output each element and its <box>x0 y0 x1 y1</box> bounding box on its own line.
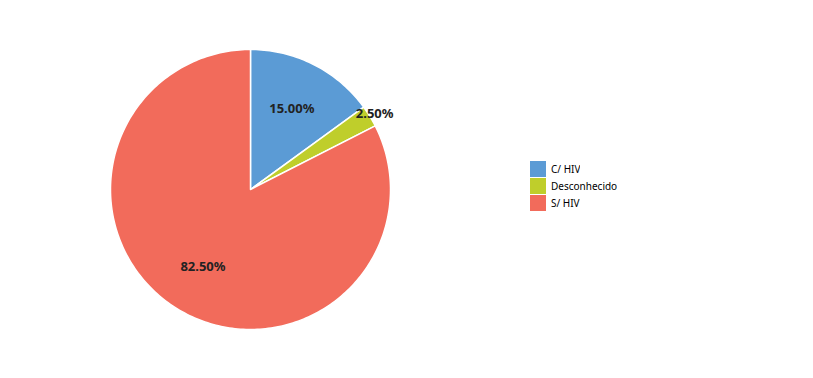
html-text:C/ HIV: C/ HIV <box>551 162 581 176</box>
svg-text:82.50%: 82.50% <box>180 257 225 275</box>
html-text:S/ HIV: S/ HIV <box>551 196 580 210</box>
svg-text:2.50%: 2.50% <box>356 104 394 122</box>
svg-text:15.00%: 15.00% <box>269 99 314 117</box>
html-text:Desconhecido: Desconhecido <box>551 179 618 193</box>
